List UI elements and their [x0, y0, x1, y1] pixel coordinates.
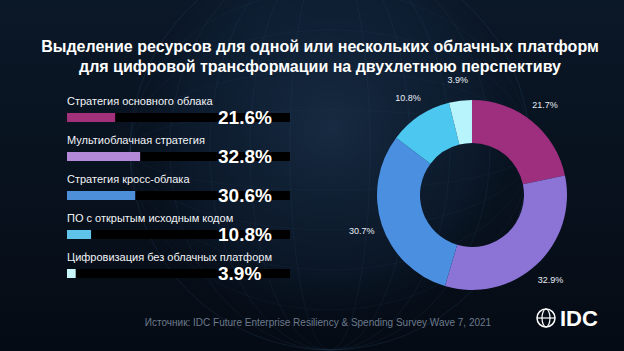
title-line: для цифровой трансформации на двухлетнюю… [79, 58, 561, 75]
bar [67, 113, 115, 122]
donut-label: 3.9% [448, 75, 469, 85]
data-label: 32.8% [218, 146, 272, 167]
category-label: Стратегия кросс-облака [67, 173, 190, 185]
donut-labels: 21.7% 32.9% 30.7% 10.8% 3.9% [349, 75, 563, 285]
logo: IDC [537, 306, 598, 331]
data-label: 30.6% [218, 185, 272, 206]
bar [67, 152, 140, 161]
source: Источник: IDC Future Enterprise Resilien… [145, 317, 492, 328]
donut-label: 10.8% [395, 93, 421, 103]
title: Выделение ресурсов для одной или несколь… [41, 38, 599, 75]
donut-slice [377, 138, 457, 286]
page: {"chart_data": [ {"type": "bar", "title"… [0, 0, 624, 351]
bar-labels: Стратегия основного облака 21.6% Мультиобл… [67, 95, 272, 284]
donut-slice [396, 103, 459, 164]
chart: Выделение ресурсов для одной или несколь… [0, 0, 624, 351]
bar [67, 230, 91, 239]
globe-parallel [130, 70, 530, 230]
donut [377, 100, 567, 290]
donut-label: 30.7% [349, 226, 375, 236]
donut-label: 21.7% [532, 100, 558, 110]
category-label: Стратегия основного облака [67, 95, 213, 107]
donut-slice [472, 100, 565, 184]
logo-icon [537, 309, 555, 327]
logo-icon [537, 317, 555, 318]
donut-slice [449, 100, 472, 145]
bar [67, 269, 76, 278]
title-line: Выделение ресурсов для одной или несколь… [41, 38, 599, 55]
tracks [67, 113, 290, 278]
logo-text: IDC [560, 306, 598, 331]
category-label: Цифровизация без облачных платформ [67, 251, 272, 263]
data-label: 21.6% [218, 107, 272, 128]
category-label: Мультиоблачная стратегия [67, 134, 205, 146]
category-label: ПО с открытым исходным кодом [67, 212, 233, 224]
data-label: 3.9% [218, 263, 261, 284]
data-label: 10.8% [218, 224, 272, 245]
donut-slice [445, 175, 567, 290]
donut-label: 32.9% [538, 275, 564, 285]
bar [67, 191, 135, 200]
